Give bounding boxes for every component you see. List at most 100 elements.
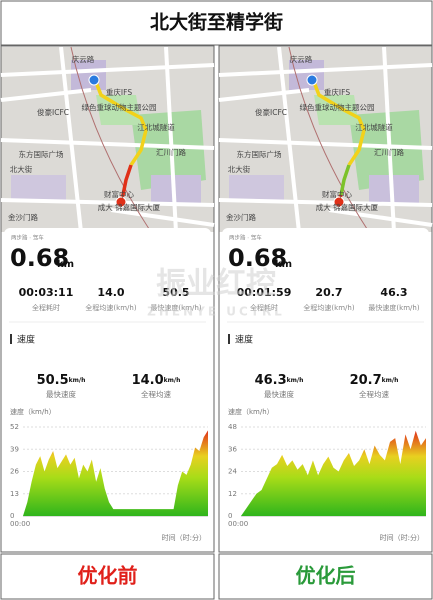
map-block bbox=[314, 95, 359, 125]
map-label: 汇川门路 bbox=[156, 147, 186, 157]
map-road bbox=[382, 46, 396, 233]
y-tick-label: 24 bbox=[228, 468, 237, 476]
map-block bbox=[131, 110, 206, 190]
map-block bbox=[71, 60, 106, 90]
stat-label: 全程均速(km/h) bbox=[303, 303, 354, 312]
map-label: 重庆IFS bbox=[106, 87, 132, 97]
map-label: 绿色重球动物主题公园 bbox=[82, 102, 157, 112]
stat-label: 全程均速(km/h) bbox=[85, 303, 136, 312]
map-road bbox=[110, 208, 215, 227]
map-label: 北大街 bbox=[10, 164, 33, 174]
map-road bbox=[277, 46, 301, 233]
section-bar bbox=[228, 334, 230, 344]
stat-label: 全程耗时 bbox=[32, 303, 60, 312]
map-label: 俊豪ICFC bbox=[37, 107, 69, 117]
highlight-number: 14.0 bbox=[132, 373, 164, 388]
map-label: 汇川门路 bbox=[374, 147, 404, 157]
map-road bbox=[218, 88, 310, 102]
highlight-number: 50.5 bbox=[37, 373, 69, 388]
route bbox=[94, 81, 148, 166]
map-road bbox=[218, 63, 433, 77]
y-tick-label: 12 bbox=[228, 490, 237, 498]
x-axis-label: 时间（时:分） bbox=[162, 533, 206, 542]
highlight-label: 最快速度 bbox=[46, 389, 76, 399]
x-axis-label: 时间（时:分） bbox=[380, 533, 424, 542]
y-tick-label: 36 bbox=[228, 445, 237, 453]
highlight-unit: km/h bbox=[164, 377, 181, 384]
y-tick-label: 39 bbox=[10, 445, 19, 453]
y-tick-label: 26 bbox=[10, 468, 19, 476]
y-axis-label: 速度（km/h） bbox=[10, 407, 56, 416]
start-pin bbox=[88, 74, 100, 86]
caption-box bbox=[218, 553, 433, 600]
map-label: 江北城隧道 bbox=[137, 122, 175, 132]
end-pin bbox=[333, 196, 345, 208]
map-road bbox=[164, 46, 178, 233]
end-pin bbox=[115, 196, 127, 208]
map-label: 庆云路 bbox=[72, 54, 95, 64]
map-road bbox=[0, 138, 215, 150]
x-start: 00:00 bbox=[228, 520, 248, 528]
map-label: 东方国际广场 bbox=[237, 149, 282, 159]
y-tick-label: 0 bbox=[10, 512, 14, 520]
watermark: 振业红控 bbox=[156, 267, 276, 302]
watermark-en: ZHENYE UCTRL bbox=[147, 305, 285, 319]
distance: 0.68 bbox=[228, 244, 287, 272]
section-title: 速度 bbox=[17, 334, 35, 346]
map-road bbox=[0, 198, 215, 207]
y-tick-label: 13 bbox=[10, 490, 19, 498]
x-start: 00:00 bbox=[10, 520, 30, 528]
source: 两步路 · 驾车 bbox=[11, 234, 44, 242]
source: 两步路 · 驾车 bbox=[229, 234, 262, 242]
stat-value: 50.5 bbox=[162, 286, 189, 299]
map-label: 财富中心 bbox=[104, 189, 134, 199]
speed-area bbox=[241, 430, 426, 516]
stat-label: 最快速度(km/h) bbox=[368, 303, 419, 312]
y-tick-label: 48 bbox=[228, 423, 237, 431]
y-tick-label: 52 bbox=[10, 423, 19, 431]
caption: 优化前 bbox=[78, 564, 138, 588]
stat-value: 14.0 bbox=[97, 286, 124, 299]
map-block bbox=[289, 60, 324, 90]
map-road bbox=[59, 46, 83, 233]
highlight-label: 最快速度 bbox=[264, 389, 294, 399]
map-road bbox=[0, 88, 92, 102]
highlight-label: 全程均速 bbox=[141, 389, 171, 399]
map-label: 重庆IFS bbox=[324, 87, 350, 97]
map-label: 庆云路 bbox=[290, 54, 313, 64]
map-road bbox=[218, 138, 433, 150]
highlight-unit: km/h bbox=[287, 377, 304, 384]
map-block bbox=[11, 175, 66, 200]
map-rail bbox=[288, 46, 370, 233]
map-road bbox=[328, 208, 433, 227]
speed-area bbox=[23, 430, 208, 516]
stat-value: 00:03:11 bbox=[19, 286, 74, 299]
map-label: 东方国际广场 bbox=[19, 149, 64, 159]
map-label: 财富中心 bbox=[322, 189, 352, 199]
map-label: 成大 锦嘉国际大厦 bbox=[316, 202, 379, 212]
distance-unit: km bbox=[275, 259, 292, 270]
section-title: 速度 bbox=[235, 334, 253, 346]
map-block bbox=[96, 95, 141, 125]
route bbox=[121, 164, 133, 196]
highlight-value: 46.3km/h bbox=[255, 373, 304, 388]
map-block bbox=[229, 175, 284, 200]
stat-value: 20.7 bbox=[315, 286, 342, 299]
stat-value: 00:01:59 bbox=[237, 286, 292, 299]
map-road bbox=[0, 63, 215, 77]
stat-label: 全程耗时 bbox=[250, 303, 278, 312]
distance-unit: km bbox=[57, 259, 74, 270]
map-road bbox=[218, 198, 433, 207]
highlight-unit: km/h bbox=[382, 377, 399, 384]
highlight-value: 14.0km/h bbox=[132, 373, 181, 388]
map-label: 江北城隧道 bbox=[355, 122, 393, 132]
highlight-number: 46.3 bbox=[255, 373, 287, 388]
map-block bbox=[349, 110, 424, 190]
highlight-number: 20.7 bbox=[350, 373, 382, 388]
map-label: 金沙门路 bbox=[8, 212, 38, 222]
map-rail bbox=[70, 46, 152, 233]
y-axis-label: 速度（km/h） bbox=[228, 407, 274, 416]
